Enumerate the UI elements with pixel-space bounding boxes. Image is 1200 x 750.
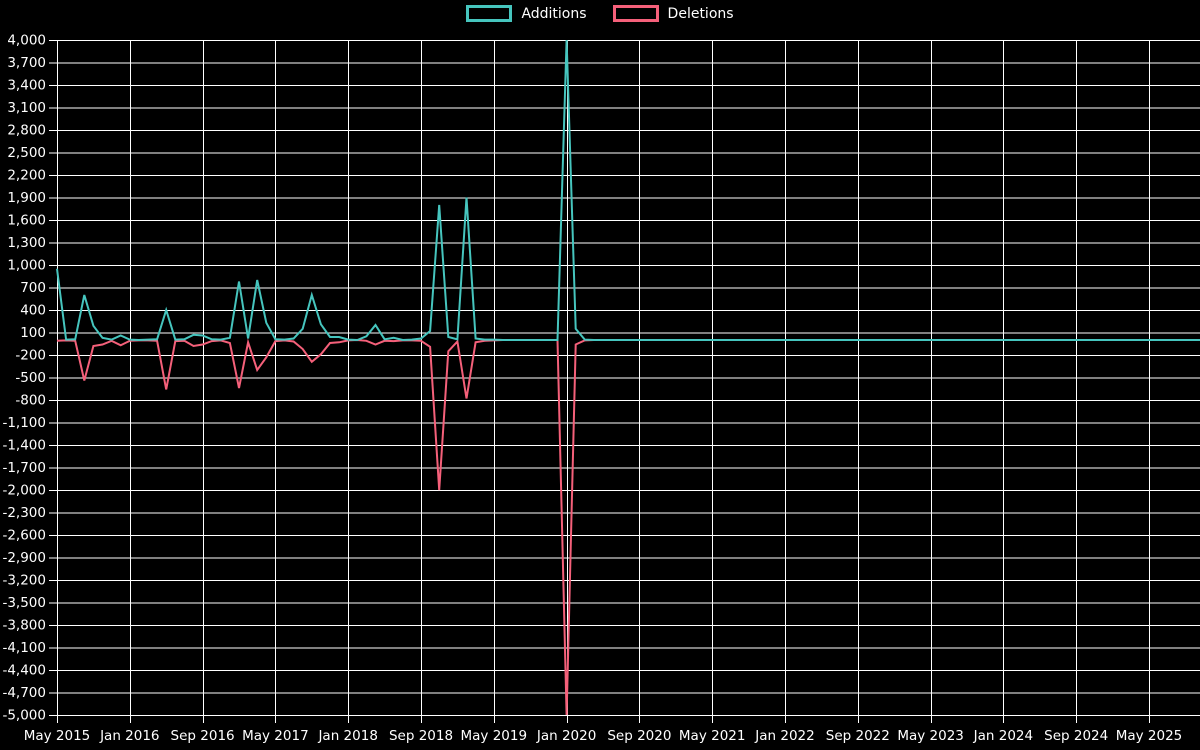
- y-tick-label: 1,000: [7, 258, 46, 274]
- legend: Additions Deletions: [0, 5, 1200, 22]
- y-tick-label: -2,000: [2, 483, 46, 499]
- y-tick-label: 2,500: [7, 145, 46, 161]
- x-axis-labels: May 2015 Jan 2016 Sep 2016 May 2017 Jan 2018…: [24, 728, 1183, 744]
- x-tick-label: Sep 2018: [389, 728, 453, 744]
- x-tick-label: Jan 2018: [317, 728, 377, 744]
- legend-label-deletions: Deletions: [667, 5, 734, 22]
- x-tick-label: May 2019: [461, 728, 528, 744]
- y-tick-label: -500: [15, 370, 46, 386]
- x-tick-label: Jan 2024: [973, 728, 1033, 744]
- y-tick-label: 2,200: [7, 168, 46, 184]
- y-tick-label: -3,800: [2, 618, 46, 634]
- y-tick-label: -4,100: [2, 640, 46, 656]
- gridlines: [49, 40, 1200, 723]
- y-tick-label: -1,100: [2, 415, 46, 431]
- x-tick-label: Sep 2022: [826, 728, 890, 744]
- y-tick-label: -2,600: [2, 528, 46, 544]
- additions-swatch-icon: [466, 5, 513, 22]
- y-tick-label: -4,700: [2, 685, 46, 701]
- y-tick-label: 400: [20, 303, 46, 319]
- x-tick-label: Jan 2020: [536, 728, 596, 744]
- x-tick-label: Jan 2016: [99, 728, 159, 744]
- legend-label-additions: Additions: [521, 5, 587, 22]
- deletions-swatch-icon: [612, 5, 659, 22]
- y-tick-label: 1,300: [7, 235, 46, 251]
- y-tick-label: 1,600: [7, 213, 46, 229]
- y-tick-label: -3,200: [2, 573, 46, 589]
- y-tick-label: 100: [20, 325, 46, 341]
- y-tick-label: 1,900: [7, 190, 46, 206]
- y-tick-label: -800: [15, 393, 46, 409]
- y-tick-label: -2,300: [2, 505, 46, 521]
- x-tick-label: Sep 2020: [607, 728, 671, 744]
- y-tick-label: 4,000: [7, 33, 46, 49]
- x-tick-label: May 2021: [679, 728, 746, 744]
- x-tick-label: May 2025: [1116, 728, 1183, 744]
- x-tick-label: Sep 2024: [1044, 728, 1108, 744]
- x-tick-label: Jan 2022: [754, 728, 814, 744]
- y-tick-label: -1,700: [2, 460, 46, 476]
- y-tick-label: 3,100: [7, 100, 46, 116]
- y-tick-label: -4,400: [2, 663, 46, 679]
- y-tick-label: -1,400: [2, 438, 46, 454]
- deletions-line[interactable]: [56, 338, 1200, 716]
- legend-item-deletions[interactable]: Deletions: [612, 5, 734, 22]
- y-tick-label: -5,000: [2, 708, 46, 724]
- y-tick-label: 3,700: [7, 55, 46, 71]
- y-tick-label: -200: [15, 348, 46, 364]
- y-tick-label: -2,900: [2, 550, 46, 566]
- y-tick-label: 3,400: [7, 78, 46, 94]
- x-tick-label: Sep 2016: [171, 728, 235, 744]
- x-tick-label: May 2023: [897, 728, 964, 744]
- legend-item-additions[interactable]: Additions: [466, 5, 587, 22]
- y-axis-labels: 4,000 3,700 3,400 3,100 2,800 2,500 2,200 1,900…: [2, 33, 46, 724]
- y-tick-label: 2,800: [7, 123, 46, 139]
- x-tick-label: May 2015: [24, 728, 91, 744]
- y-tick-label: 700: [20, 280, 46, 296]
- additions-line[interactable]: [56, 39, 1200, 342]
- y-tick-label: -3,500: [2, 595, 46, 611]
- x-tick-label: May 2017: [242, 728, 309, 744]
